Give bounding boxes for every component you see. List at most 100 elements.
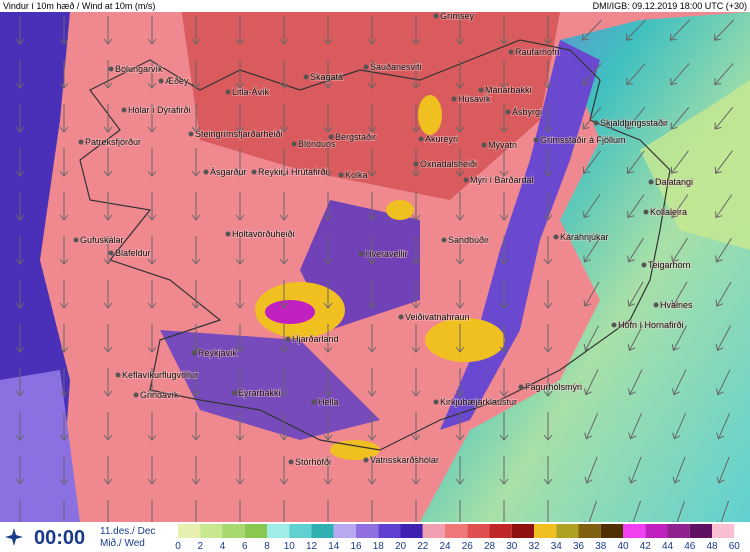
- legend-tick-label: 22: [417, 541, 429, 552]
- gust-area: [265, 300, 315, 324]
- place-dot: [73, 237, 79, 243]
- place-label: Sauðanesviti: [370, 62, 422, 72]
- place-dot: [225, 231, 231, 237]
- arrow-shape: [15, 412, 25, 441]
- arrow-shape: [323, 148, 333, 177]
- place-dot: [518, 384, 524, 390]
- wind-arrow: [191, 456, 201, 485]
- wind-arrow: [103, 456, 113, 485]
- wind-arrow: [323, 60, 333, 89]
- arrow-shape: [671, 194, 689, 219]
- wind-arrow: [671, 194, 689, 219]
- place-dot: [433, 13, 439, 19]
- arrow-shape: [627, 325, 644, 352]
- arrow-shape: [367, 148, 377, 177]
- arrow-shape: [626, 63, 646, 86]
- arrow-shape: [583, 281, 600, 307]
- place-dot: [231, 390, 237, 396]
- arrow-shape: [323, 324, 333, 353]
- place-dot: [285, 336, 291, 342]
- wind-arrow: [627, 281, 644, 307]
- arrow-shape: [411, 456, 421, 485]
- wind-arrow: [499, 456, 509, 485]
- legend-tick-label: 18: [373, 541, 385, 552]
- wind-arrow: [15, 368, 25, 397]
- arrow-shape: [411, 60, 421, 89]
- arrow-shape: [455, 148, 465, 177]
- place-dot: [533, 137, 539, 143]
- legend-swatch: [222, 524, 245, 538]
- arrow-shape: [499, 60, 509, 89]
- place-dot: [288, 459, 294, 465]
- place-dot: [463, 177, 469, 183]
- legend-tick-label: 10: [284, 541, 296, 552]
- arrow-shape: [323, 368, 333, 397]
- wind-arrow: [715, 281, 732, 307]
- legend-tick-label: 48: [706, 541, 718, 552]
- wind-arrow: [499, 192, 509, 221]
- wind-arrow: [323, 104, 333, 133]
- legend-tick-label: 20: [395, 541, 407, 552]
- arrow-shape: [103, 60, 113, 89]
- header-bar: [0, 0, 750, 12]
- wind-arrow: [626, 106, 646, 130]
- arrow-shape: [584, 412, 599, 440]
- place-label: Skagatá: [310, 72, 343, 82]
- wind-arrow: [235, 104, 245, 133]
- arrow-shape: [582, 150, 601, 174]
- place-dot: [251, 169, 257, 175]
- arrow-shape: [582, 106, 602, 130]
- arrow-shape: [455, 456, 465, 485]
- place-dot: [478, 87, 484, 93]
- arrow-shape: [235, 368, 245, 397]
- wind-arrow: [367, 60, 377, 89]
- wind-arrow: [15, 148, 25, 177]
- place-dot: [643, 209, 649, 215]
- wind-arrow: [15, 104, 25, 133]
- arrow-shape: [411, 236, 421, 265]
- wind-arrow: [671, 325, 688, 352]
- wind-arrow: [411, 412, 421, 441]
- wind-arrow: [103, 368, 113, 397]
- wind-arrow: [626, 150, 645, 174]
- place-dot: [441, 237, 447, 243]
- arrow-shape: [103, 236, 113, 265]
- arrow-shape: [411, 324, 421, 353]
- legend-swatch: [667, 524, 690, 538]
- place-label: Patreksfjörður: [85, 137, 141, 147]
- legend-tick-label: 32: [528, 541, 540, 552]
- arrow-shape: [499, 192, 509, 221]
- wind-arrow: [499, 324, 509, 353]
- arrow-shape: [323, 412, 333, 441]
- arrow-shape: [670, 150, 689, 174]
- place-label: Veiðivatnahraun: [405, 312, 470, 322]
- arrow-shape: [147, 456, 157, 485]
- wind-arrow: [103, 16, 113, 45]
- arrow-shape: [583, 369, 599, 396]
- place-label: Bolungarvík: [115, 64, 163, 74]
- wind-arrow: [279, 324, 289, 353]
- arrow-shape: [15, 16, 25, 45]
- wind-arrow: [147, 368, 157, 397]
- gust-area: [330, 440, 380, 460]
- wind-arrow: [279, 192, 289, 221]
- place-dot: [611, 322, 617, 328]
- wind-arrow: [367, 16, 377, 45]
- wind-arrow: [59, 456, 69, 485]
- wind-arrow: [455, 104, 465, 133]
- wind-arrow: [103, 148, 113, 177]
- wind-arrow: [543, 412, 553, 441]
- wind-arrow: [626, 63, 646, 86]
- wind-arrow: [59, 104, 69, 133]
- arrow-shape: [628, 456, 642, 484]
- place-dot: [358, 251, 364, 257]
- arrow-shape: [455, 192, 465, 221]
- arrow-shape: [455, 280, 465, 309]
- arrow-shape: [103, 148, 113, 177]
- place-dot: [653, 302, 659, 308]
- arrow-shape: [191, 236, 201, 265]
- arrow-shape: [581, 19, 602, 41]
- legend-tick-label: 40: [617, 541, 629, 552]
- place-dot: [78, 139, 84, 145]
- wind-arrow: [582, 106, 602, 130]
